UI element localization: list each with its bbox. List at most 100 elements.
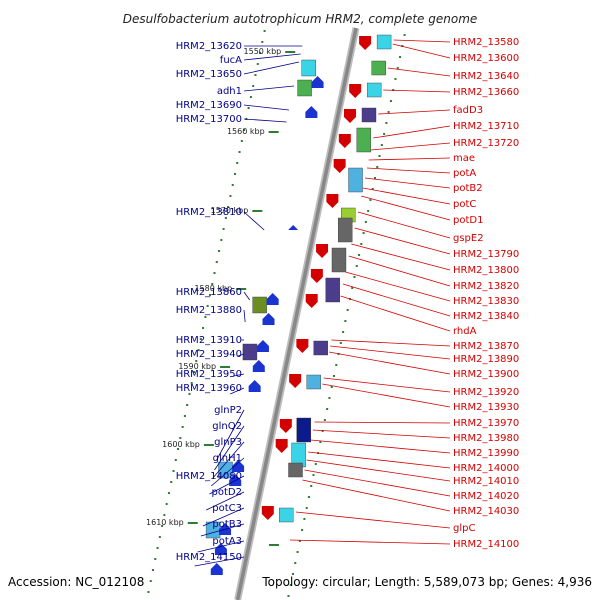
tick-dot bbox=[289, 584, 292, 586]
tick-dot bbox=[332, 375, 335, 377]
gene-block bbox=[356, 127, 372, 153]
left-gene-label: glnQ2 bbox=[212, 421, 242, 432]
gene-arrow bbox=[338, 134, 351, 148]
leader-line bbox=[348, 255, 451, 287]
gene-block bbox=[325, 277, 340, 303]
gene-arrow bbox=[296, 339, 309, 353]
tick-dot bbox=[353, 276, 356, 278]
tick-dot bbox=[385, 122, 388, 124]
tick-dot bbox=[399, 56, 402, 58]
leader-line bbox=[214, 425, 245, 471]
leader-line bbox=[322, 383, 451, 408]
tick-dot bbox=[222, 228, 225, 230]
tick-dot bbox=[238, 151, 241, 153]
tick-dot bbox=[206, 305, 209, 307]
tick-dot bbox=[339, 342, 342, 344]
left-gene-label: HRM2_13910 bbox=[176, 335, 242, 346]
right-gene-label: HRM2_13830 bbox=[453, 296, 519, 307]
right-gene-label: HRM2_13920 bbox=[453, 387, 519, 398]
gene-arrow bbox=[305, 294, 318, 308]
left-gene-label: glnP2 bbox=[214, 405, 242, 416]
left-gene-label: HRM2_13880 bbox=[176, 305, 242, 316]
leader-line bbox=[243, 309, 246, 323]
leader-line bbox=[331, 339, 451, 347]
gene-arrow bbox=[229, 474, 242, 486]
right-gene-label: HRM2_13900 bbox=[453, 369, 519, 380]
leader-line bbox=[314, 421, 451, 424]
tick-dot bbox=[259, 52, 262, 54]
tick-dot bbox=[218, 250, 221, 252]
left-gene-label: glnP3 bbox=[214, 437, 242, 448]
right-gene-label: HRM2_13600 bbox=[453, 53, 519, 64]
tick-dot bbox=[263, 30, 266, 32]
leader-line bbox=[306, 459, 451, 482]
right-gene-label: fadD3 bbox=[453, 105, 483, 116]
tick-dot bbox=[252, 85, 255, 87]
tick-dot bbox=[202, 327, 205, 329]
left-gene-label: glnH1 bbox=[213, 453, 242, 464]
tick-dot bbox=[172, 470, 175, 472]
gene-block bbox=[331, 247, 347, 273]
tick-dot bbox=[383, 133, 386, 135]
left-gene-label: potB3 bbox=[212, 519, 242, 530]
left-gene-label: HRM2_13690 bbox=[176, 100, 242, 111]
tick-dot bbox=[369, 199, 372, 201]
leader-line bbox=[362, 187, 451, 205]
leader-line bbox=[328, 351, 451, 375]
tick-dot bbox=[177, 448, 180, 450]
leader-line bbox=[200, 523, 245, 537]
leader-line bbox=[370, 142, 451, 151]
leader-line bbox=[210, 457, 245, 487]
leader-line bbox=[351, 243, 451, 271]
kbp-label: 1600 kbp bbox=[162, 440, 200, 449]
tick-dot bbox=[292, 573, 295, 575]
leader-line bbox=[212, 441, 245, 479]
right-gene-label: HRM2_13720 bbox=[453, 138, 519, 149]
tick-dot bbox=[261, 41, 264, 43]
gene-block bbox=[242, 343, 258, 361]
leader-line bbox=[302, 479, 451, 512]
tick-dot bbox=[296, 551, 299, 553]
leader-line bbox=[243, 104, 290, 111]
leader-line bbox=[233, 373, 245, 377]
gene-block bbox=[376, 34, 392, 50]
tick-dot bbox=[254, 74, 257, 76]
tick-dot bbox=[233, 173, 236, 175]
kbp-label: 1610 kbp bbox=[146, 518, 184, 527]
gene-arrow bbox=[326, 194, 339, 208]
gene-block bbox=[361, 107, 377, 123]
tick-dot bbox=[321, 430, 324, 432]
right-gene-label: HRM2_14010 bbox=[453, 476, 519, 487]
left-gene-label: fucA bbox=[220, 55, 242, 66]
tick-dot bbox=[323, 419, 326, 421]
leader-line bbox=[243, 53, 301, 61]
tick-dot bbox=[355, 265, 358, 267]
tick-dot bbox=[249, 96, 252, 98]
tick-dot bbox=[220, 239, 223, 241]
left-gene-label: HRM2_13950 bbox=[176, 369, 242, 380]
tick-dot bbox=[256, 63, 259, 65]
tick-dot bbox=[179, 437, 182, 439]
leader-line bbox=[216, 409, 245, 461]
tick-dot bbox=[335, 364, 338, 366]
tick-dot bbox=[158, 536, 161, 538]
gene-block bbox=[288, 462, 303, 478]
right-gene-label: HRM2_13800 bbox=[453, 265, 519, 276]
tick-dot bbox=[344, 320, 347, 322]
tick-dot bbox=[326, 408, 329, 410]
leader-line bbox=[354, 227, 451, 255]
right-gene-label: HRM2_13640 bbox=[453, 71, 519, 82]
gene-block bbox=[306, 374, 321, 390]
right-gene-label: HRM2_13820 bbox=[453, 281, 519, 292]
tick-dot bbox=[199, 338, 202, 340]
tick-dot bbox=[204, 316, 207, 318]
tick-dot bbox=[387, 111, 390, 113]
right-gene-label: mae bbox=[453, 153, 475, 164]
gene-block bbox=[278, 507, 294, 523]
leader-line bbox=[361, 195, 451, 221]
tick-dot bbox=[215, 261, 218, 263]
leader-line bbox=[345, 271, 451, 302]
tick-dot bbox=[310, 485, 313, 487]
right-gene-label: potD1 bbox=[453, 215, 483, 226]
tick-dot bbox=[376, 166, 379, 168]
